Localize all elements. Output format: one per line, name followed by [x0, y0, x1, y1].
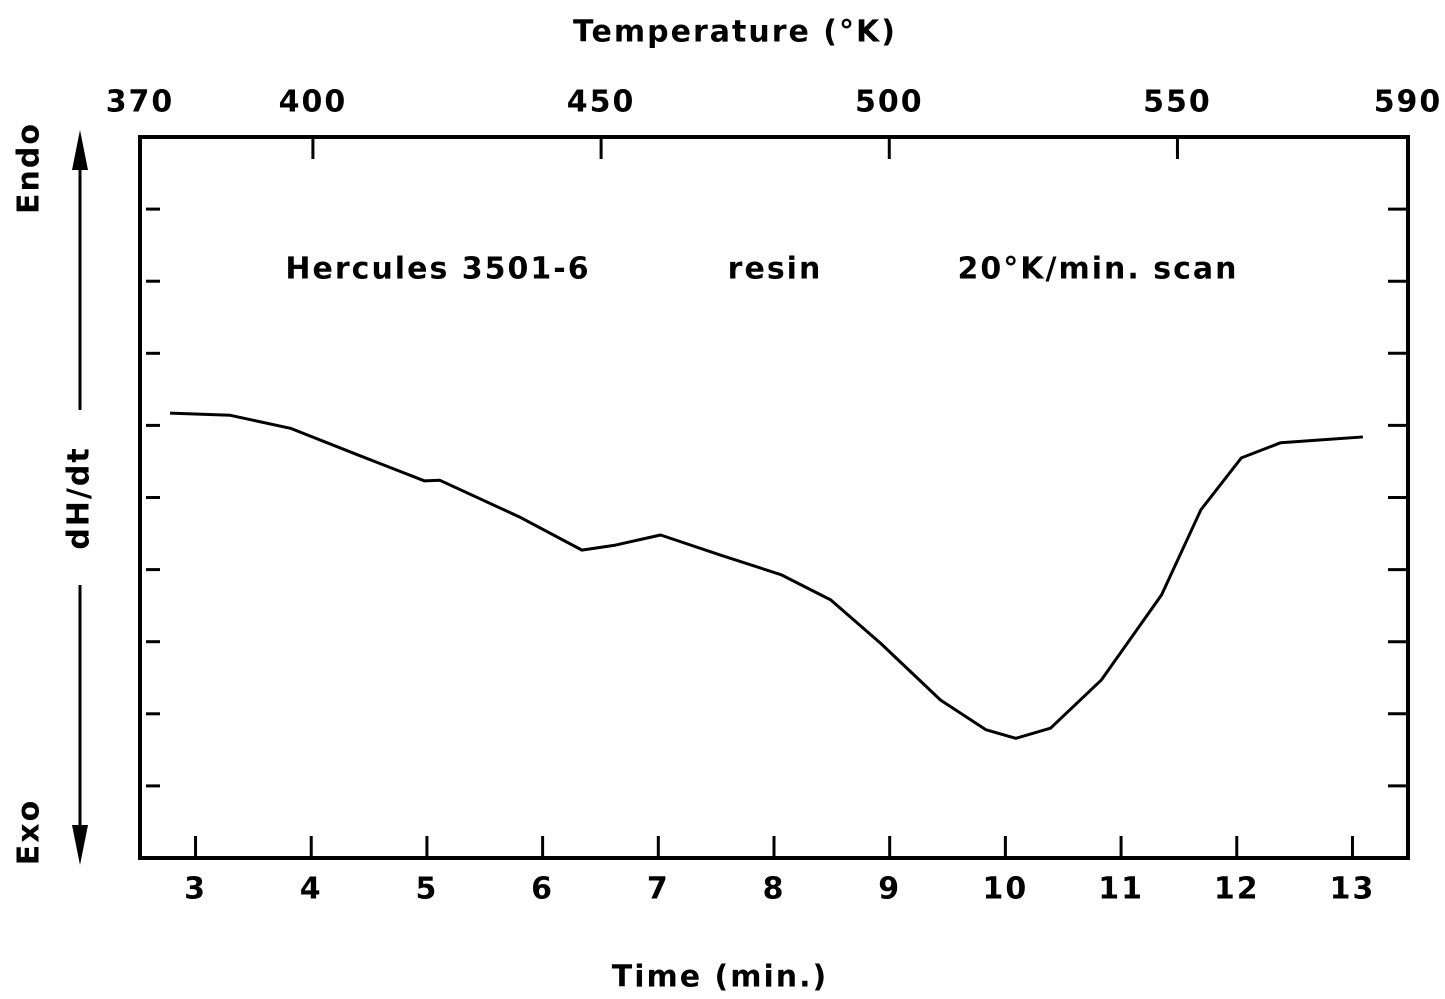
x2-tick-label: 400	[279, 85, 348, 120]
x-tick-label: 11	[1098, 872, 1144, 907]
x-tick-label: 12	[1214, 872, 1260, 907]
x2-tick-label: 500	[855, 85, 924, 120]
exo-label: Exo	[12, 799, 47, 865]
plot-frame	[138, 135, 1410, 860]
endo-label: Endo	[12, 122, 47, 214]
annotation: resin	[728, 252, 823, 287]
x-tick-label: 3	[184, 872, 207, 907]
x2-tick-label: 450	[567, 85, 636, 120]
x-tick-label: 6	[531, 872, 554, 907]
annotation: Hercules 3501-6	[285, 252, 590, 287]
x-tick-label: 7	[647, 872, 670, 907]
x-tick-label: 13	[1330, 872, 1376, 907]
x-tick-label: 9	[878, 872, 901, 907]
arrow-head	[72, 825, 88, 865]
top-axis-title: Temperature (°K)	[573, 15, 897, 50]
x-tick-label: 5	[415, 872, 438, 907]
x-tick-label: 10	[983, 872, 1029, 907]
curve	[170, 411, 1363, 740]
x2-tick-label: 590	[1374, 85, 1443, 120]
x-axis-title: Time (min.)	[612, 960, 829, 995]
x-tick-label: 4	[300, 872, 323, 907]
x2-tick-label: 370	[106, 85, 175, 120]
annotation: 20°K/min. scan	[958, 252, 1239, 287]
y-axis-title: dH/dt	[62, 446, 97, 549]
x-tick-label: 8	[763, 872, 786, 907]
x2-tick-label: 550	[1143, 85, 1212, 120]
arrow-head	[72, 130, 88, 170]
